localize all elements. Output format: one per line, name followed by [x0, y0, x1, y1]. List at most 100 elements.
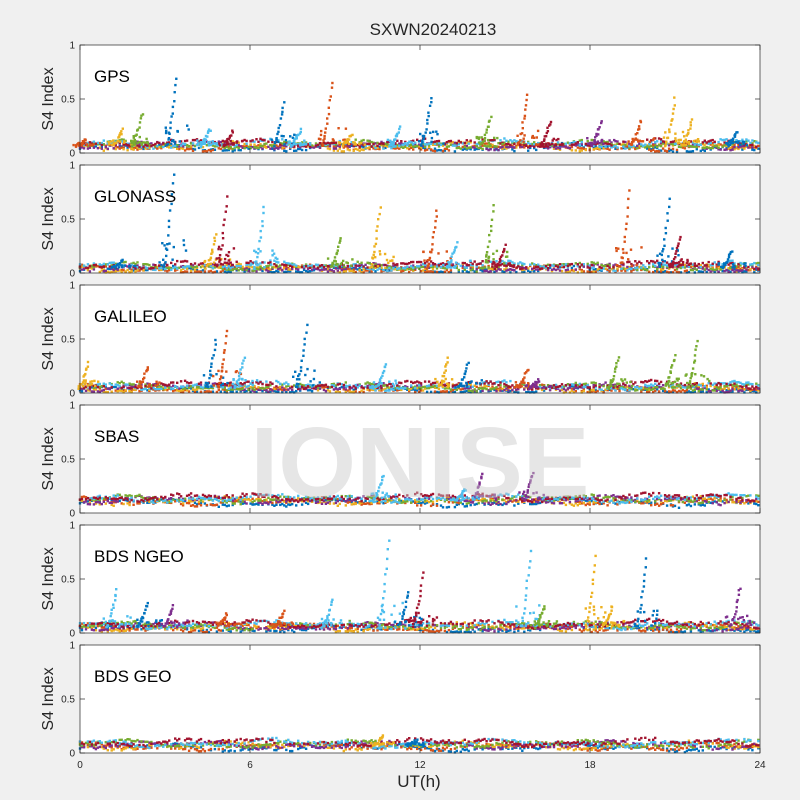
- event-point: [204, 138, 208, 141]
- data-point: [122, 269, 125, 272]
- data-point: [717, 140, 720, 144]
- data-point: [564, 389, 568, 392]
- event-point: [667, 255, 670, 258]
- data-point: [473, 270, 476, 273]
- data-point: [523, 146, 526, 149]
- data-point: [693, 262, 696, 265]
- data-point: [160, 147, 163, 150]
- data-point: [701, 270, 704, 274]
- data-point: [98, 389, 101, 392]
- data-point: [326, 147, 330, 150]
- data-point: [336, 388, 339, 391]
- event-point: [727, 256, 731, 259]
- data-point: [501, 262, 504, 266]
- data-point: [449, 143, 453, 146]
- data-point: [495, 389, 498, 393]
- data-point: [533, 267, 536, 270]
- data-point: [340, 269, 343, 272]
- data-point: [308, 270, 312, 273]
- data-point: [176, 389, 179, 392]
- data-point: [505, 267, 508, 270]
- data-point: [217, 140, 220, 143]
- data-point: [527, 146, 530, 149]
- data-point: [511, 265, 514, 268]
- event-point: [277, 126, 280, 130]
- event-point: [135, 133, 138, 136]
- data-point: [229, 139, 232, 143]
- data-point: [433, 270, 437, 273]
- data-point: [612, 144, 615, 147]
- event-point: [540, 144, 543, 147]
- data-point: [556, 387, 560, 390]
- data-point: [90, 390, 94, 393]
- data-point: [382, 147, 385, 150]
- data-point: [691, 264, 695, 268]
- event-point: [674, 137, 677, 140]
- event-point: [162, 258, 165, 261]
- data-point: [124, 139, 127, 143]
- event-point: [426, 264, 430, 268]
- data-point: [556, 265, 560, 268]
- data-point: [261, 269, 264, 273]
- data-point: [201, 262, 205, 265]
- data-point: [130, 383, 133, 386]
- data-point: [626, 265, 629, 269]
- data-point: [437, 148, 441, 152]
- event-point: [219, 258, 222, 262]
- data-point: [600, 264, 603, 267]
- event-point: [687, 132, 690, 135]
- data-point: [419, 384, 423, 387]
- event-point: [485, 128, 488, 131]
- data-point: [344, 267, 347, 271]
- data-point: [719, 384, 722, 387]
- data-point: [709, 148, 712, 151]
- data-point: [540, 267, 544, 270]
- data-point: [372, 262, 375, 265]
- event-point: [600, 140, 603, 143]
- data-point: [671, 143, 675, 146]
- data-point: [185, 389, 189, 392]
- event-point: [620, 256, 623, 259]
- data-point: [648, 147, 651, 150]
- data-point: [489, 260, 492, 263]
- event-point: [453, 249, 456, 252]
- data-point: [285, 150, 288, 153]
- data-point: [529, 142, 532, 146]
- data-point: [574, 149, 577, 152]
- data-point: [302, 266, 306, 270]
- data-point: [217, 264, 220, 267]
- event-point: [204, 267, 207, 270]
- event-point: [343, 266, 346, 269]
- data-point: [219, 262, 222, 266]
- data-point: [247, 147, 250, 150]
- data-point: [146, 266, 149, 270]
- data-point: [691, 390, 695, 394]
- data-point: [711, 268, 714, 271]
- event-point: [408, 140, 411, 143]
- data-point: [590, 390, 593, 393]
- data-point: [388, 145, 391, 148]
- data-point: [747, 144, 750, 148]
- data-point: [314, 263, 318, 266]
- data-point: [237, 143, 240, 147]
- data-point: [469, 391, 472, 394]
- data-point: [751, 148, 754, 151]
- event-point: [112, 144, 115, 147]
- data-point: [84, 389, 88, 393]
- data-point: [624, 140, 627, 144]
- data-point: [142, 145, 145, 148]
- event-point: [120, 133, 123, 136]
- data-point: [733, 270, 736, 273]
- data-point: [259, 265, 262, 269]
- event-point: [685, 141, 689, 144]
- data-point: [503, 146, 506, 149]
- data-point: [471, 262, 474, 266]
- data-point: [461, 387, 464, 391]
- data-point: [671, 140, 675, 143]
- event-point: [499, 259, 502, 262]
- data-point: [372, 268, 375, 271]
- data-point: [106, 390, 109, 394]
- data-point: [134, 384, 137, 387]
- data-point: [293, 263, 296, 266]
- data-point: [372, 147, 375, 150]
